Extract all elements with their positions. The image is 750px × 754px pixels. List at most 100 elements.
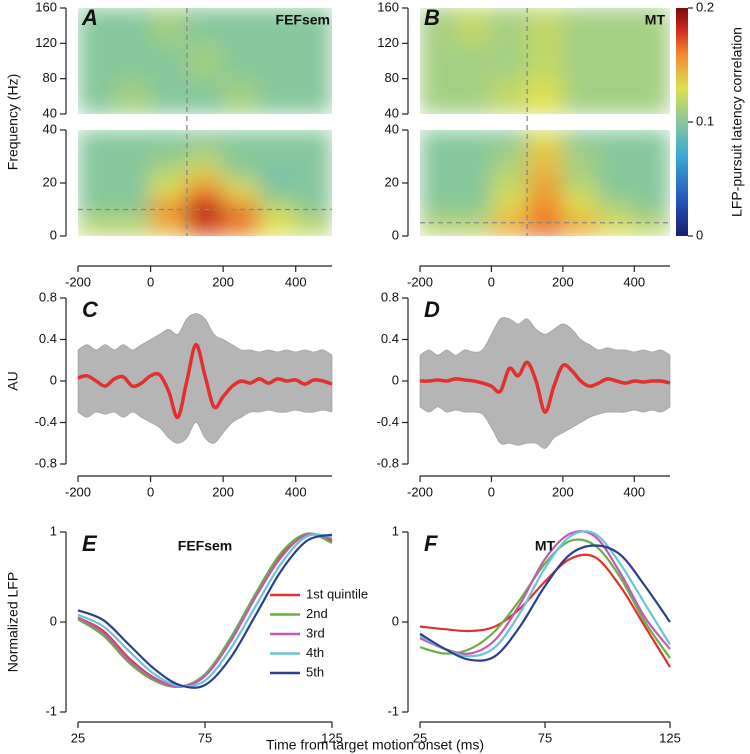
y-tick-label: 20: [43, 174, 57, 189]
heatmap-cell: [526, 8, 564, 44]
y-tick-label: 0: [50, 613, 57, 628]
heatmap-cell: [455, 130, 492, 144]
heatmap-cell: [186, 8, 224, 44]
line-series: [419, 553, 671, 668]
heatmap-cells: [78, 130, 332, 236]
heatmap-cell: [633, 222, 670, 236]
heatmap-cell: [113, 209, 152, 224]
heatmap-cell: [78, 182, 115, 197]
heatmap-cell: [455, 169, 492, 184]
heatmap-cell: [598, 8, 635, 44]
heatmap-cell: [113, 78, 152, 114]
panel-label: F: [424, 531, 438, 556]
heatmap: [420, 8, 670, 114]
heatmap-cell: [258, 222, 297, 236]
x-tick-label: 400: [285, 484, 307, 499]
heatmap-cell: [420, 42, 457, 80]
heatmap-cell: [455, 209, 492, 224]
y-tick-label: 0.8: [381, 289, 399, 304]
heatmap-cell: [186, 78, 224, 114]
heatmap-cell: [420, 130, 457, 144]
y-tick-label: -1: [45, 703, 57, 718]
heatmap-cell: [78, 42, 115, 80]
heatmap-cell: [490, 195, 528, 210]
heatmap-cell: [222, 130, 260, 144]
heatmap-cell: [222, 182, 260, 197]
heatmap-cell: [113, 42, 152, 80]
heatmap-cell: [633, 209, 670, 224]
heatmap-cell: [258, 8, 297, 44]
heatmap-cell: [150, 8, 188, 44]
y-tick-label: -0.4: [35, 414, 57, 429]
heatmap-cell: [633, 156, 670, 171]
line-series: [77, 342, 333, 420]
heatmap: [78, 130, 332, 236]
y-tick-label: 0.4: [381, 331, 399, 346]
heatmap-cell: [222, 142, 260, 157]
heatmap-cell: [186, 182, 224, 197]
heatmap-cell: [113, 169, 152, 184]
x-tick-label: 0: [147, 484, 154, 499]
heatmap-cell: [295, 195, 332, 210]
heatmap-cell: [78, 209, 115, 224]
heatmap-cells: [420, 8, 670, 114]
heatmap-cell: [455, 8, 492, 44]
heatmap-cell: [562, 156, 600, 171]
heatmap-cell: [562, 182, 600, 197]
y-tick-label: 160: [35, 0, 57, 14]
heatmap-cell: [526, 169, 564, 184]
heatmap-cell: [526, 42, 564, 80]
heatmap-cell: [526, 156, 564, 171]
y-tick-label: 160: [377, 0, 399, 14]
x-tick-label: 200: [552, 484, 574, 499]
y-tick-label: 0: [392, 372, 399, 387]
x-tick-label: -200: [65, 274, 91, 289]
heatmap-cell: [420, 209, 457, 224]
line-series: [419, 360, 671, 414]
heatmap-cell: [186, 130, 224, 144]
y-tick-label: 0.8: [39, 289, 57, 304]
heatmap-cell: [78, 8, 115, 44]
heatmap-cell: [455, 142, 492, 157]
x-tick-label: -200: [407, 484, 433, 499]
heatmap-cell: [78, 222, 115, 236]
x-tick-label: -200: [65, 484, 91, 499]
legend-label: 1st quintile: [306, 586, 368, 601]
x-tick-label: 200: [552, 274, 574, 289]
line-series: [77, 533, 333, 689]
heatmap-cell: [633, 78, 670, 114]
heatmap-cell: [633, 130, 670, 144]
legend-label: 4th: [306, 645, 324, 660]
y-tick-label: 80: [43, 70, 57, 85]
heatmap-cell: [258, 142, 297, 157]
y-tick-label: 120: [377, 35, 399, 50]
heatmap-cell: [113, 142, 152, 157]
line-series: [77, 532, 333, 688]
heatmap-cell: [295, 78, 332, 114]
heatmap-cell: [598, 142, 635, 157]
panel-label: E: [82, 531, 98, 556]
panel-label: C: [82, 297, 99, 322]
y-tick-label: 80: [385, 70, 399, 85]
heatmap-cell: [295, 182, 332, 197]
x-tick-label: 200: [212, 274, 234, 289]
panel-title: FEFsem: [276, 12, 330, 28]
heatmap-cell: [420, 8, 457, 44]
heatmap-cell: [598, 78, 635, 114]
heatmap-cell: [598, 156, 635, 171]
y-axis-label: AU: [5, 371, 21, 390]
line-series: [419, 538, 671, 659]
heatmap-cell: [78, 195, 115, 210]
heatmap-cell: [526, 182, 564, 197]
heatmap-cell: [113, 156, 152, 171]
heatmap-cell: [598, 182, 635, 197]
y-tick-label: -0.8: [35, 455, 57, 470]
x-tick-label: 75: [538, 730, 552, 745]
heatmap-cell: [562, 130, 600, 144]
heatmap-cell: [420, 78, 457, 114]
heatmap: [78, 8, 332, 114]
panel-label: D: [424, 297, 440, 322]
x-tick-label: 25: [413, 730, 427, 745]
heatmap-cell: [490, 222, 528, 236]
